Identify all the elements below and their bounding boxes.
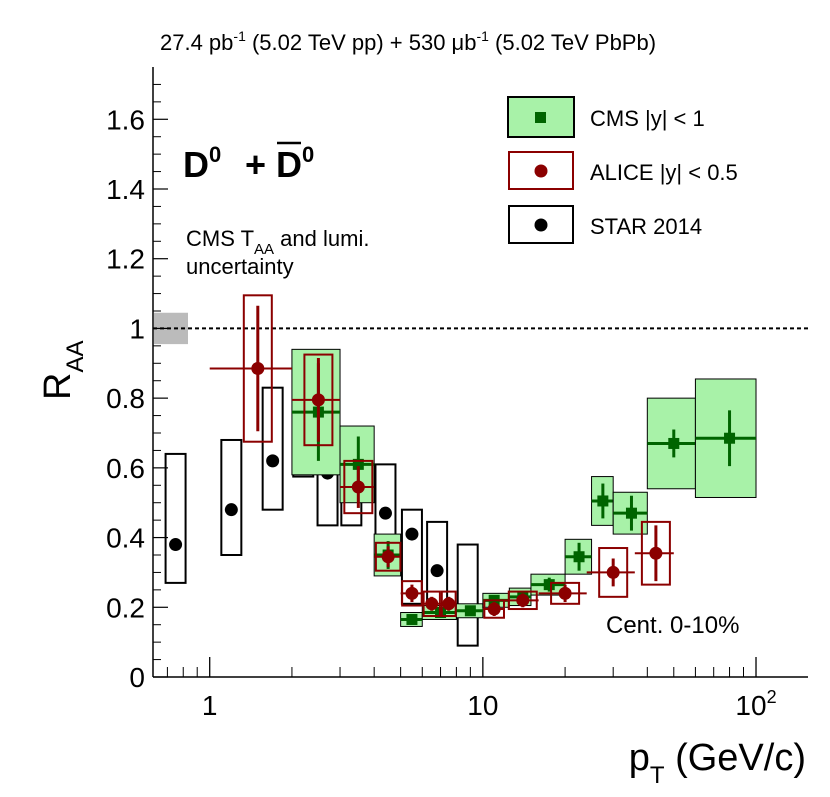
particle-d0: D0	[183, 142, 221, 185]
data-point	[378, 506, 392, 520]
taa-uncertainty-label-line2: uncertainty	[186, 254, 294, 279]
data-point	[516, 593, 530, 607]
data-point	[266, 454, 280, 468]
sys-box	[400, 508, 423, 605]
y-axis-title: RAA	[37, 341, 89, 400]
legend-entry-star: STAR 2014	[508, 205, 702, 244]
legend-entry-alice: ALICE |y| < 0.5	[508, 151, 738, 190]
data-point	[251, 362, 265, 376]
data-point	[606, 565, 620, 579]
legend-marker-alice	[534, 164, 548, 178]
sys-box	[456, 543, 479, 647]
y-tick-label: 0.6	[106, 453, 145, 484]
plot-frame	[152, 67, 808, 678]
data-point	[597, 495, 609, 507]
x-tick-label-10: 10	[467, 690, 498, 721]
legend-box-star	[508, 205, 574, 244]
x-tick-label-1: 1	[202, 690, 218, 721]
legend-marker-cms	[535, 112, 546, 123]
y-axis-ticks: 0 0.2 0.4 0.6 0.8 1 1.2 1.4 1.6	[106, 83, 168, 693]
data-point	[425, 597, 439, 611]
legend-label-star: STAR 2014	[590, 214, 702, 239]
legend-box-alice	[508, 151, 574, 190]
y-tick-label: 0.2	[106, 592, 145, 623]
data-series	[164, 294, 757, 647]
centrality-label: Cent. 0-10%	[606, 612, 739, 639]
y-tick-label: 1.4	[106, 174, 145, 205]
data-point	[381, 550, 395, 564]
y-tick-label: 1	[129, 313, 145, 344]
data-point	[311, 393, 325, 407]
data-point	[430, 564, 444, 578]
data-point	[352, 458, 364, 470]
top-luminosity-label: 27.4 pb-1 (5.02 TeV pp) + 530 μb-1 (5.02…	[160, 28, 656, 55]
sys-box	[220, 438, 243, 557]
data-point	[668, 437, 680, 449]
data-point	[573, 551, 585, 563]
y-tick-label: 1.2	[106, 244, 145, 275]
data-point	[351, 480, 365, 494]
data-point	[649, 546, 663, 560]
data-point	[543, 579, 555, 591]
taa-uncertainty-label-line1: CMS TAA and lumi.	[186, 226, 369, 258]
particle-d0bar: D0	[276, 142, 314, 185]
y-tick-label: 1.6	[106, 104, 145, 135]
legend-label-cms: CMS |y| < 1	[590, 106, 705, 131]
particle-label: D0 + D0	[183, 141, 314, 185]
data-point	[558, 586, 572, 600]
data-point	[406, 613, 418, 625]
data-point	[724, 432, 736, 444]
series-alice	[209, 294, 674, 619]
sys-box	[164, 452, 187, 584]
data-point	[405, 586, 419, 600]
particle-plus: +	[245, 144, 266, 185]
x-tick-label-100: 102	[735, 687, 776, 721]
legend: CMS |y| < 1 ALICE |y| < 0.5 STAR 2014	[507, 96, 738, 244]
y-tick-label: 0.4	[106, 523, 145, 554]
legend-label-alice: ALICE |y| < 0.5	[590, 160, 738, 185]
y-tick-label: 0	[129, 662, 145, 693]
data-point	[487, 602, 501, 616]
x-axis-title: pT (GeV/c)	[629, 737, 806, 789]
data-point	[405, 527, 419, 541]
legend-marker-star	[534, 218, 548, 232]
data-point	[169, 538, 183, 552]
data-point	[464, 605, 476, 617]
legend-entry-cms: CMS |y| < 1	[507, 96, 705, 138]
data-point	[442, 597, 456, 611]
y-tick-label: 0.8	[106, 383, 145, 414]
data-point	[224, 503, 238, 517]
data-point	[625, 507, 637, 519]
x-axis-ticks	[166, 657, 757, 677]
